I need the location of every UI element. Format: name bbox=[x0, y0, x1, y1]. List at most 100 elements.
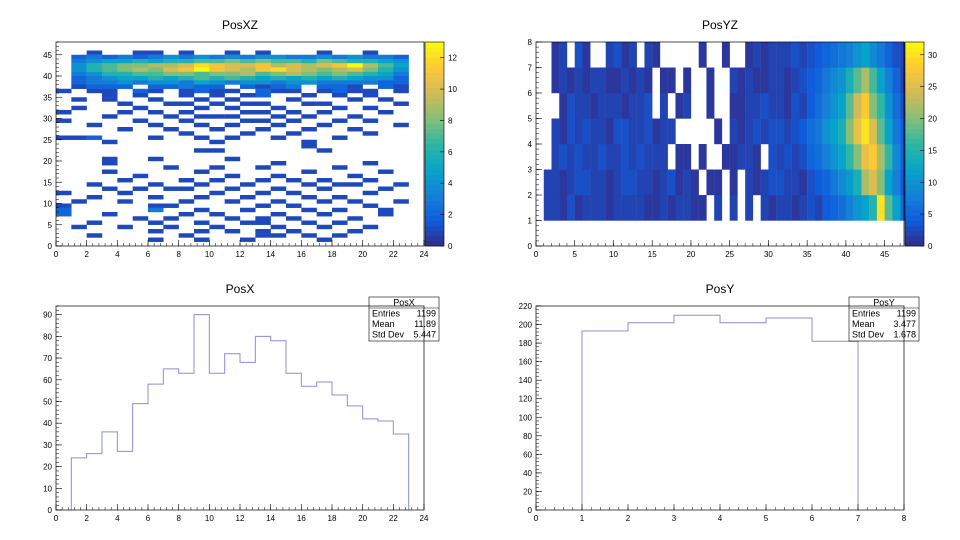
heatmap-cell bbox=[393, 182, 409, 187]
heatmap-cell bbox=[301, 76, 317, 81]
heatmap-cell bbox=[102, 114, 118, 119]
heatmap-cell bbox=[393, 59, 409, 64]
heatmap-cell bbox=[760, 93, 769, 119]
heatmap-cell bbox=[224, 97, 241, 102]
heatmap-cell bbox=[240, 93, 256, 98]
heatmap-cell bbox=[255, 110, 271, 115]
heatmap-cell bbox=[163, 67, 179, 72]
histogram-bin bbox=[148, 384, 163, 510]
heatmap-cell bbox=[869, 67, 878, 94]
heatmap-cell bbox=[163, 76, 179, 81]
heatmap-cell bbox=[783, 67, 792, 94]
heatmap-cell bbox=[56, 88, 72, 94]
heatmap-cell bbox=[566, 195, 575, 221]
heatmap-cell bbox=[301, 101, 317, 106]
heatmap-cell bbox=[86, 122, 103, 128]
heatmap-cell bbox=[163, 71, 179, 77]
heatmap-cell bbox=[582, 144, 591, 170]
heatmap-cell bbox=[316, 63, 333, 68]
heatmap-cell bbox=[814, 93, 823, 119]
heatmap-cell bbox=[255, 229, 271, 234]
heatmap-cell bbox=[148, 54, 164, 60]
heatmap-cell bbox=[132, 80, 149, 85]
heatmap-cell bbox=[838, 118, 847, 145]
heatmap-cell bbox=[892, 93, 901, 119]
heatmap-cell bbox=[776, 169, 785, 196]
colorbar-segment bbox=[905, 149, 924, 155]
heatmap-cell bbox=[148, 135, 164, 140]
heatmap-cell bbox=[148, 50, 164, 55]
y-tick-label: 140 bbox=[519, 376, 533, 385]
heatmap-cell bbox=[737, 118, 746, 145]
heatmap-cell bbox=[892, 169, 901, 196]
heatmap-cell bbox=[362, 118, 379, 123]
heatmap-cell bbox=[347, 54, 363, 60]
colorbar-segment bbox=[905, 128, 924, 135]
y-tick-label: 200 bbox=[519, 321, 533, 330]
heatmap-cell bbox=[683, 67, 692, 94]
heatmap-cell bbox=[332, 118, 348, 123]
heatmap-cell bbox=[332, 80, 348, 85]
heatmap-cell bbox=[347, 173, 363, 179]
colorbar-segment bbox=[425, 87, 444, 94]
heatmap-cell bbox=[861, 67, 870, 94]
heatmap-cell bbox=[86, 71, 103, 77]
histogram-bin bbox=[102, 432, 117, 510]
heatmap-cell bbox=[876, 42, 885, 68]
x-tick-label: 8 bbox=[176, 514, 181, 523]
heatmap-cell bbox=[721, 144, 730, 170]
heatmap-cell bbox=[178, 233, 195, 238]
heatmap-cell bbox=[178, 80, 195, 85]
heatmap-cell bbox=[347, 229, 363, 234]
colorbar-segment bbox=[425, 138, 444, 145]
heatmap-cell bbox=[597, 169, 606, 196]
heatmap-cell bbox=[270, 173, 287, 179]
heatmap-cell bbox=[240, 63, 256, 68]
heatmap-cell bbox=[884, 42, 893, 68]
heatmap-cell bbox=[659, 118, 668, 145]
heatmap-cell bbox=[636, 144, 645, 170]
heatmap-cell bbox=[132, 67, 149, 72]
heatmap-cell bbox=[86, 135, 103, 140]
heatmap-cell bbox=[178, 131, 195, 136]
heatmap-cell bbox=[559, 195, 568, 221]
heatmap-cell bbox=[644, 67, 653, 94]
heatmap-cell bbox=[876, 93, 885, 119]
heatmap-cell bbox=[853, 169, 862, 196]
heatmap-cell bbox=[582, 67, 591, 94]
heatmap-cell bbox=[117, 84, 133, 89]
heatmap-cell bbox=[745, 42, 754, 68]
heatmap-cell bbox=[590, 195, 599, 221]
heatmap-cell bbox=[148, 156, 164, 162]
heatmap-cell bbox=[822, 169, 831, 196]
heatmap-cell bbox=[224, 50, 241, 55]
heatmap-cell bbox=[163, 165, 179, 170]
y-tick-label: 45 bbox=[43, 51, 52, 60]
x-tick-label: 18 bbox=[328, 514, 337, 523]
heatmap-cell bbox=[316, 50, 333, 55]
heatmap-cell bbox=[683, 169, 692, 196]
heatmap-cell bbox=[347, 80, 363, 85]
heatmap-cell bbox=[117, 127, 133, 132]
heatmap-cell bbox=[148, 195, 164, 200]
y-tick-label: 50 bbox=[43, 397, 52, 406]
heatmap-cell bbox=[224, 76, 241, 81]
stats-box bbox=[368, 296, 440, 342]
heatmap-cell bbox=[574, 42, 583, 68]
heatmap-cell bbox=[86, 67, 103, 72]
heatmap-cell bbox=[752, 42, 761, 68]
colorbar-segment bbox=[905, 169, 924, 175]
heatmap-cell bbox=[393, 63, 409, 68]
heatmap-cell bbox=[117, 76, 133, 81]
heatmap-cell bbox=[102, 88, 118, 94]
heatmap-cell bbox=[224, 80, 241, 85]
heatmap-cell bbox=[659, 67, 668, 94]
colorbar-segment bbox=[905, 67, 924, 73]
heatmap-cell bbox=[830, 93, 839, 119]
heatmap-cell bbox=[845, 195, 854, 221]
stats-value: 5.447 bbox=[413, 330, 436, 340]
heatmap-cell bbox=[814, 67, 823, 94]
heatmap-cell bbox=[378, 59, 394, 64]
heatmap-cell bbox=[760, 118, 769, 145]
